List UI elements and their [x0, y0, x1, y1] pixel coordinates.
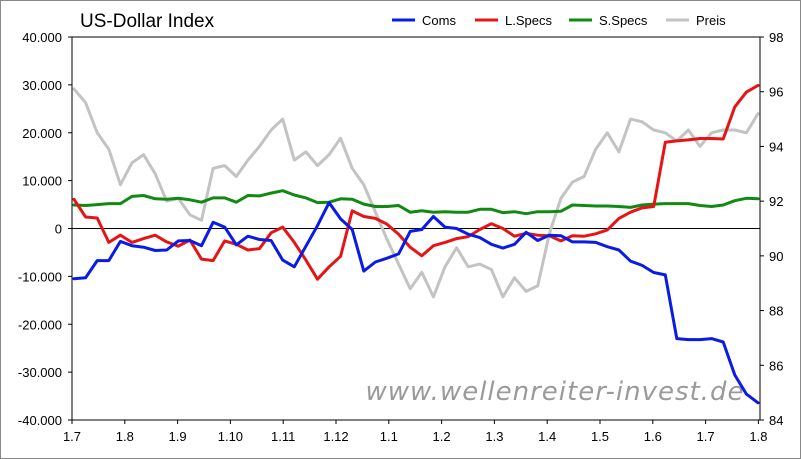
right-axis: 98 96 94 92 90 88 86 84 [760, 30, 783, 428]
left-tick-label: 20.000 [22, 126, 62, 141]
right-tick-label: 92 [769, 194, 783, 209]
x-tick-label: 1.1 [380, 429, 398, 444]
right-tick-label: 94 [769, 139, 783, 154]
left-tick-label: 0 [55, 222, 62, 237]
series-line-s-specs [72, 189, 760, 216]
x-tick-label: 1.7 [697, 429, 715, 444]
watermark-text: www.wellenreiter-invest.de [366, 377, 745, 407]
series-layer [72, 83, 760, 405]
x-tick-label: 1.3 [485, 429, 503, 444]
series-line-preis [72, 87, 760, 299]
x-tick-label: 1.6 [644, 429, 662, 444]
x-tick-label: 1.12 [323, 429, 348, 444]
left-tick-label: -30.000 [18, 365, 62, 380]
legend-label: L.Specs [505, 13, 552, 28]
right-tick-label: 96 [769, 85, 783, 100]
left-tick-label: -10.000 [18, 269, 62, 284]
chart-title: US-Dollar Index [80, 11, 215, 32]
left-tick-label: -40.000 [18, 413, 62, 428]
x-tick-label: 1.10 [218, 429, 243, 444]
x-tick-label: 1.11 [271, 429, 295, 444]
legend-label: S.Specs [599, 13, 648, 28]
right-tick-label: 98 [769, 30, 783, 45]
x-tick-label: 1.8 [116, 429, 134, 444]
legend-label: Coms [422, 13, 456, 28]
x-tick-label: 1.2 [433, 429, 451, 444]
right-tick-label: 88 [769, 304, 783, 319]
legend: Coms L.Specs S.Specs Preis [392, 13, 726, 28]
x-tick-label: 1.4 [538, 429, 556, 444]
legend-label: Preis [696, 13, 726, 28]
right-tick-label: 84 [769, 413, 783, 428]
left-axis: 40.000 30.000 20.000 10.000 0 -10.000 -20.000 -… [18, 30, 72, 428]
left-tick-label: 40.000 [22, 30, 62, 45]
left-tick-label: -20.000 [18, 317, 62, 332]
right-tick-label: 90 [769, 249, 783, 264]
x-tick-label: 1.8 [749, 429, 767, 444]
left-tick-label: 10.000 [22, 174, 62, 189]
x-tick-label: 1.9 [169, 429, 187, 444]
right-tick-label: 86 [769, 358, 783, 373]
x-tick-label: 1.7 [63, 429, 81, 444]
series-line-coms [72, 201, 760, 405]
x-tick-label: 1.5 [591, 429, 609, 444]
left-tick-label: 30.000 [22, 78, 62, 93]
x-axis: 1.7 1.8 1.9 1.10 1.11 1.12 1.1 1.2 1.3 1.4 1.5 1.6 1… [63, 420, 767, 444]
